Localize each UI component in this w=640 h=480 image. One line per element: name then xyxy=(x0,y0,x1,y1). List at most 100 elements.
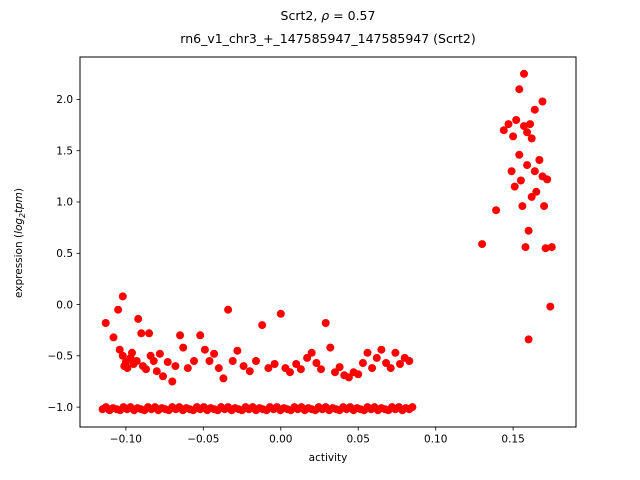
data-point xyxy=(546,302,555,311)
plot-title-suffix: = 0.57 xyxy=(329,8,376,23)
data-point xyxy=(219,374,228,383)
data-point xyxy=(286,368,294,377)
data-point xyxy=(118,351,127,360)
data-point xyxy=(196,331,205,340)
data-point xyxy=(115,345,124,354)
data-point xyxy=(134,314,143,323)
data-point xyxy=(326,343,335,352)
data-point xyxy=(239,362,248,371)
data-point xyxy=(152,367,161,376)
data-point xyxy=(382,359,391,367)
y-tick-label: −0.5 xyxy=(48,351,74,363)
data-point xyxy=(526,120,535,129)
x-tick-label: 0.05 xyxy=(347,434,370,446)
data-point xyxy=(538,97,547,106)
data-point xyxy=(118,292,127,301)
data-point xyxy=(145,329,154,338)
data-point xyxy=(228,357,237,365)
data-point xyxy=(264,364,273,373)
data-point xyxy=(408,403,417,412)
data-point xyxy=(524,335,533,344)
data-point xyxy=(317,365,325,374)
data-point xyxy=(386,364,395,373)
data-point xyxy=(515,85,524,94)
axes-border xyxy=(79,56,577,428)
data-point xyxy=(210,349,219,358)
x-tick-label: 0.15 xyxy=(501,434,524,446)
data-point xyxy=(101,319,110,327)
data-point xyxy=(354,370,363,379)
data-point xyxy=(510,182,519,191)
data-point xyxy=(179,343,188,352)
scatter-points xyxy=(98,69,556,415)
data-point xyxy=(307,348,316,357)
y-tick-label: 2.0 xyxy=(56,94,73,106)
data-point xyxy=(358,359,367,367)
data-point xyxy=(530,167,539,176)
data-point xyxy=(509,132,518,141)
data-point xyxy=(190,357,198,365)
data-point xyxy=(245,367,254,376)
plot-subtitle: rn6_v1_chr3_+_147585947_147585947 (Scrt2… xyxy=(180,31,476,46)
data-point xyxy=(296,365,305,374)
data-point xyxy=(530,105,539,114)
data-point xyxy=(499,126,508,135)
rho-symbol: ρ xyxy=(321,8,330,23)
x-tick-label: 0.10 xyxy=(424,434,447,446)
data-point xyxy=(523,161,532,170)
data-point xyxy=(205,357,214,365)
data-point xyxy=(527,192,536,201)
data-point xyxy=(120,362,129,371)
data-point xyxy=(405,357,414,365)
data-point xyxy=(252,357,260,365)
y-tick-label: 1.5 xyxy=(56,145,73,157)
data-point xyxy=(520,122,528,131)
data-point xyxy=(368,364,377,373)
data-point xyxy=(492,206,501,215)
data-point xyxy=(214,364,223,373)
y-tick-label: −1.0 xyxy=(48,402,74,414)
data-point xyxy=(521,243,530,252)
data-point xyxy=(292,360,301,368)
data-point xyxy=(504,120,513,129)
data-point xyxy=(335,363,344,372)
data-point xyxy=(478,240,487,249)
data-point xyxy=(331,368,339,377)
data-point xyxy=(303,353,312,362)
data-point xyxy=(540,202,549,211)
data-point xyxy=(507,167,516,176)
data-point xyxy=(109,333,118,342)
data-point xyxy=(363,348,372,357)
y-tick-label: 0.0 xyxy=(56,299,73,311)
data-point xyxy=(270,360,279,368)
data-point xyxy=(391,348,400,357)
data-point xyxy=(224,305,233,314)
data-point xyxy=(520,69,528,78)
plot-title-prefix: Scrt2, xyxy=(280,8,322,23)
data-point xyxy=(524,226,533,235)
data-point xyxy=(176,331,185,340)
data-point xyxy=(527,134,536,143)
y-tick-label: 0.5 xyxy=(56,248,73,260)
data-point xyxy=(258,321,267,330)
data-point xyxy=(532,187,541,196)
data-point xyxy=(142,365,150,374)
data-point xyxy=(547,243,556,252)
data-point xyxy=(233,346,242,355)
data-point xyxy=(396,360,404,368)
x-axis-label: activity xyxy=(308,452,348,464)
data-point xyxy=(372,353,381,362)
data-point xyxy=(515,150,524,159)
data-point xyxy=(321,319,330,327)
data-point xyxy=(159,372,167,381)
data-point xyxy=(171,362,180,371)
data-point xyxy=(512,116,521,124)
data-point xyxy=(516,176,525,185)
data-point xyxy=(523,128,532,137)
data-point xyxy=(541,244,550,253)
data-point xyxy=(344,373,353,382)
data-point xyxy=(128,348,136,357)
x-tick-label: −0.10 xyxy=(110,434,142,446)
